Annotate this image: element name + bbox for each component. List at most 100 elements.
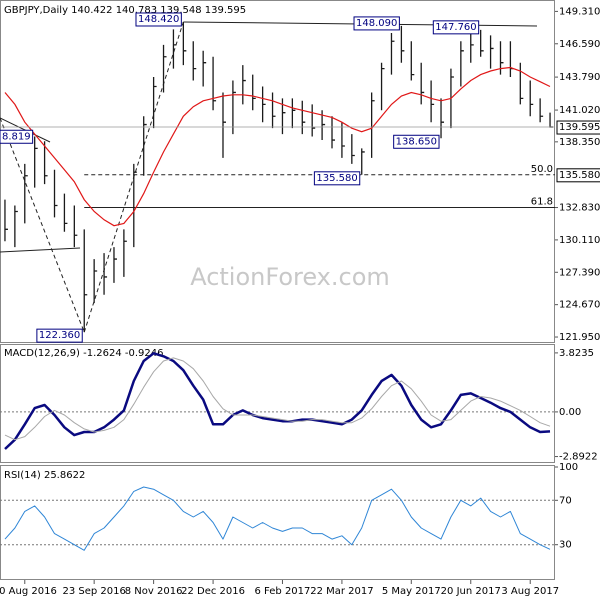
y-tick-label: 143.790	[559, 72, 600, 83]
axis-highlight-label: 135.580	[559, 170, 600, 181]
price-bar	[103, 253, 108, 295]
y-tick-label: 130.110	[559, 235, 600, 246]
label-box	[36, 328, 83, 343]
label-box	[353, 16, 400, 31]
y-tick-label: 30	[559, 540, 572, 551]
price-bar	[529, 80, 534, 117]
y-tick-label: 100	[559, 462, 578, 473]
price-bar	[331, 116, 336, 149]
price-bar	[222, 92, 226, 158]
price-bar	[489, 35, 494, 69]
price-bar	[73, 205, 78, 248]
price-bar	[261, 86, 266, 123]
y-tick-label: 127.390	[559, 267, 600, 278]
y-tick-label: 3.8235	[559, 348, 594, 359]
x-tick-label: 3 Aug 2017	[501, 586, 559, 597]
price-annotation: 122.360	[39, 330, 80, 341]
x-tick-label: 6 Feb 2017	[255, 586, 311, 597]
label-box	[135, 12, 182, 27]
x-tick-label: 20 Jun 2017	[441, 586, 501, 597]
price-bar	[182, 21, 187, 66]
price-bar	[34, 136, 38, 188]
fib-level-label: 61.8	[531, 197, 553, 208]
x-tick-label: 23 Sep 2016	[62, 586, 125, 597]
price-bar	[43, 141, 48, 185]
x-tick-label: 5 May 2017	[382, 586, 441, 597]
price-bar	[430, 80, 435, 123]
price-bar	[252, 74, 256, 111]
indicator-line	[4, 486, 551, 551]
price-bar	[470, 32, 474, 63]
panel-title: RSI(14) 25.8622	[4, 470, 85, 481]
x-tick-label: 10 Aug 2016	[0, 586, 57, 597]
price-bar	[301, 100, 306, 135]
y-tick-label: 149.310	[559, 6, 600, 17]
price-bar	[400, 25, 405, 63]
price-bar	[93, 259, 98, 304]
price-bar	[242, 65, 246, 105]
price-bar	[361, 148, 365, 175]
price-bar	[380, 62, 385, 111]
price-annotation: 148.090	[356, 18, 397, 29]
price-bar	[192, 41, 197, 81]
chart-title: GBPJPY,Daily 140.422 140.783 139.548 139…	[4, 5, 246, 16]
y-tick-label: 138.350	[559, 137, 600, 148]
indicator-line	[4, 357, 551, 441]
price-annotation: 148.420	[138, 14, 179, 25]
price-bar	[143, 116, 147, 176]
price-bar	[232, 80, 236, 135]
price-bar	[63, 193, 68, 232]
x-tick-label: 8 Nov 2016	[125, 586, 183, 597]
price-bar	[440, 98, 445, 139]
price-bar	[202, 50, 207, 87]
y-tick-label: 124.670	[559, 300, 600, 311]
price-bar	[271, 92, 276, 129]
y-tick-label: 121.950	[559, 332, 600, 343]
price-bar	[371, 92, 375, 158]
price-bar	[351, 134, 355, 164]
label-box	[393, 134, 440, 149]
price-bar	[480, 29, 484, 57]
price-annotation: 147.760	[435, 22, 476, 33]
current-price-label: 139.595	[559, 122, 600, 133]
price-bar	[24, 163, 28, 224]
price-bar	[291, 98, 296, 129]
macd-panel	[0, 344, 555, 463]
price-bar	[311, 104, 316, 137]
price-bar	[53, 169, 58, 218]
price-bar	[152, 76, 157, 129]
moving-average	[4, 66, 551, 227]
price-bar	[460, 41, 464, 87]
watermark: ActionForex.com	[190, 263, 390, 291]
indicator-line	[4, 352, 551, 450]
retracement-line	[0, 117, 85, 333]
price-bar	[410, 41, 415, 81]
label-box	[556, 120, 600, 135]
rsi-panel	[0, 465, 555, 580]
y-tick-label: -2.8922	[559, 452, 598, 463]
price-bar	[420, 62, 425, 105]
price-bar	[172, 29, 177, 69]
price-bar	[162, 44, 167, 93]
level-annotation: 8.819	[2, 131, 31, 142]
price-panel	[0, 0, 555, 343]
panel-title: MACD(12,26,9) -1.2624 -0.9246	[4, 348, 164, 359]
price-bar	[83, 229, 88, 333]
price-bar	[341, 122, 345, 158]
price-bar	[14, 205, 18, 248]
price-bar	[519, 62, 524, 105]
fib-level-label: 50.0	[531, 164, 553, 175]
price-bar	[133, 163, 137, 248]
price-annotation: 135.580	[316, 173, 357, 184]
y-tick-label: 70	[559, 495, 572, 506]
y-tick-label: 141.020	[559, 105, 600, 116]
y-tick-label: 132.830	[559, 203, 600, 214]
price-bar	[123, 229, 127, 277]
trend-line	[0, 247, 81, 253]
x-tick-label: 22 Dec 2016	[181, 586, 245, 597]
price-annotation: 138.650	[396, 136, 437, 147]
label-box	[556, 168, 600, 183]
y-tick-label: 146.590	[559, 39, 600, 50]
